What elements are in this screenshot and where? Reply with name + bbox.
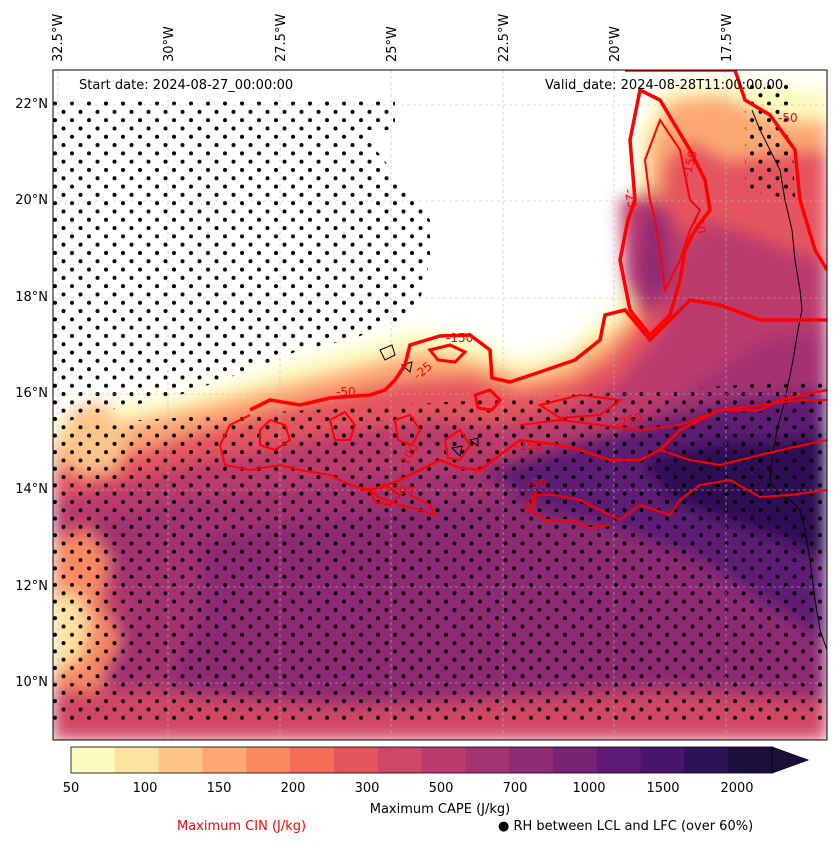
rh-legend-label: ● RH between LCL and LFC (over 60%)	[498, 819, 754, 834]
lon-label: 22.5°W	[497, 13, 512, 62]
lon-label: 20°W	[608, 26, 623, 62]
cin-label: -50	[527, 477, 547, 491]
colorbar-label: Maximum CAPE (J/kg)	[369, 802, 511, 817]
lat-label: 20°N	[15, 193, 48, 208]
cin-label: -50	[691, 213, 708, 235]
lon-label: 25°W	[385, 26, 400, 62]
cin-label: -50	[336, 385, 356, 399]
cin-label: -150	[679, 149, 700, 179]
lon-label: 32.5°W	[51, 13, 66, 62]
colorbar-cell	[684, 747, 729, 773]
colorbar-cell	[290, 747, 335, 773]
cin-label: -150	[446, 331, 473, 345]
lon-label: 17.5°W	[720, 13, 735, 62]
colorbar-cell	[158, 747, 203, 773]
colorbar-cell	[421, 747, 466, 773]
colorbar-tick: 700	[502, 781, 528, 796]
colorbar-cell	[552, 747, 598, 773]
colorbar-cell	[728, 747, 773, 773]
rh-dots	[53, 80, 827, 720]
colorbar-cell	[596, 747, 642, 773]
colorbar	[70, 746, 810, 774]
colorbar-tick: 500	[428, 781, 454, 796]
lat-label: 16°N	[15, 386, 48, 401]
colorbar-cell	[333, 747, 379, 773]
colorbar-tick: 200	[280, 781, 306, 796]
colorbar-tick: 300	[354, 781, 380, 796]
lat-label: 10°N	[15, 675, 48, 690]
lat-label: 22°N	[15, 97, 48, 112]
colorbar-tick: 50	[62, 781, 80, 796]
lat-label: 12°N	[15, 579, 48, 594]
colorbar-tick: 150	[206, 781, 232, 796]
lat-label: 14°N	[15, 482, 48, 497]
cin-label: -200	[387, 483, 414, 497]
colorbar-tick: 1000	[572, 781, 606, 796]
cin-contours	[218, 70, 827, 530]
cin-label: -250	[614, 410, 644, 431]
lat-label: 18°N	[15, 290, 48, 305]
cin-legend-label: Maximum CIN (J/kg)	[177, 819, 307, 834]
colorbar-cell	[509, 747, 554, 773]
colorbar-cell	[114, 747, 160, 773]
colorbar-cell	[246, 747, 291, 773]
colorbar-tick: 1500	[646, 781, 680, 796]
colorbar-tick: 2000	[720, 781, 754, 796]
colorbar-cell	[640, 747, 685, 773]
lon-label: 27.5°W	[274, 13, 289, 62]
cin-label: -25	[621, 187, 640, 210]
cin-label: -150	[515, 439, 542, 453]
cin-label: -50	[778, 111, 798, 125]
lon-label: 30°W	[162, 26, 177, 62]
colorbar-cell	[202, 747, 247, 773]
colorbar-cell	[377, 747, 422, 773]
valid-date-label: Valid_date: 2024-08-28T11:00:00.00	[545, 78, 784, 93]
colorbar-cell	[465, 747, 510, 773]
colorbar-frame	[70, 746, 773, 774]
colorbar-cell	[71, 747, 116, 773]
map-frame	[52, 69, 828, 741]
map-area	[53, 70, 827, 740]
start-date-label: Start date: 2024-08-27_00:00:00	[79, 78, 294, 93]
colorbar-tick: 100	[132, 781, 158, 796]
colorbar-extend-arrow	[771, 746, 810, 774]
gridlines	[53, 70, 827, 740]
